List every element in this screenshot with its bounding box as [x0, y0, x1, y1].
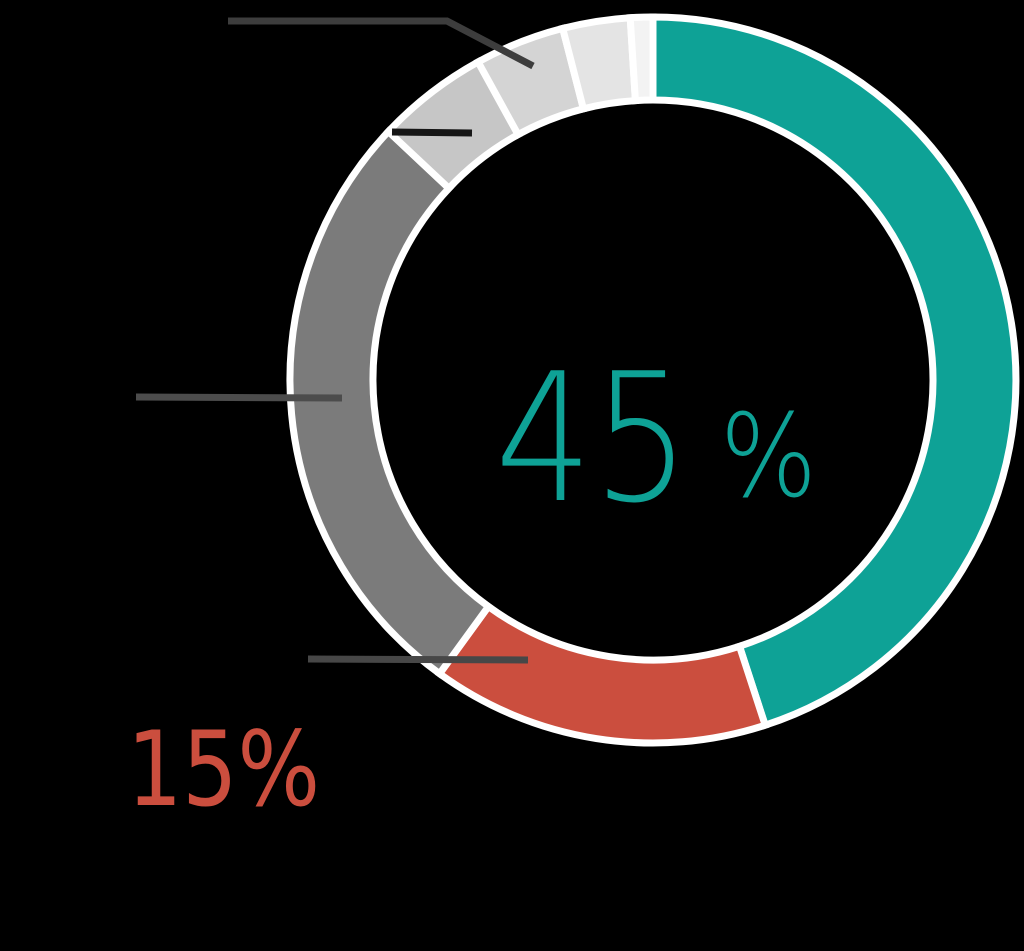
callout-line-light-gray-slice	[228, 17, 535, 70]
center-percentage-sign: %	[720, 390, 817, 524]
center-percentage-value: 45	[495, 335, 690, 542]
callout-line-dark-gray-slice	[135, 393, 343, 402]
callout-line-gray-slice	[391, 128, 473, 137]
donut-segment-near-white-slice	[626, 13, 657, 105]
donut-segment-red-slice	[434, 601, 770, 747]
donut-segment-teal-slice	[649, 13, 1020, 730]
red-slice-percentage-label: 15%	[127, 710, 320, 830]
callout-lines	[135, 17, 535, 664]
donut-segments	[286, 13, 1020, 747]
donut-segment-dark-gray-slice	[286, 126, 494, 679]
callout-line-red-slice	[307, 655, 529, 664]
